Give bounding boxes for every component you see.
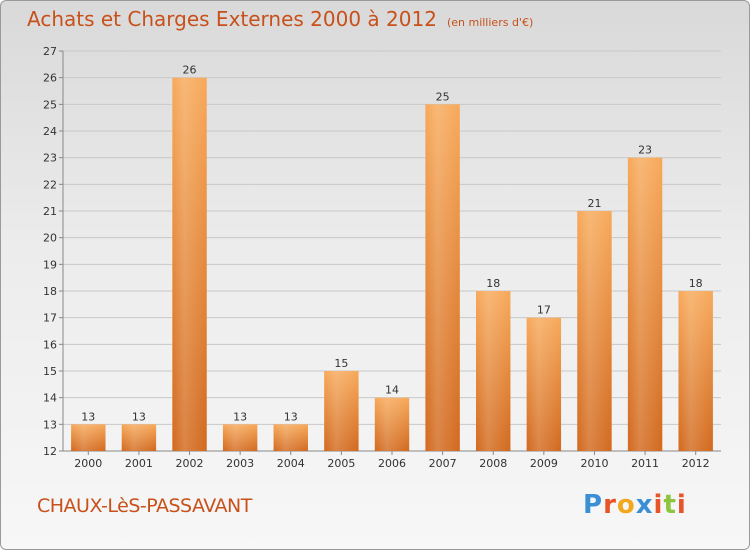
data-label: 25 — [436, 90, 450, 103]
y-tick-label: 16 — [43, 338, 57, 351]
x-tick-label: 2007 — [429, 457, 457, 470]
y-tick-label: 21 — [43, 205, 57, 218]
data-label: 13 — [233, 410, 247, 423]
chart-subtitle: (en milliers d'€) — [446, 16, 534, 29]
bar-highlight — [678, 291, 713, 451]
data-label: 18 — [689, 277, 703, 290]
proxiti-logo[interactable]: Proxiti — [583, 490, 687, 520]
y-tick-label: 13 — [43, 418, 57, 431]
bar-highlight — [121, 424, 157, 451]
logo-letter: x — [635, 490, 654, 520]
y-tick-label: 20 — [43, 232, 57, 245]
x-tick-label: 2012 — [682, 457, 710, 470]
x-tick-label: 2008 — [479, 457, 507, 470]
data-label: 13 — [81, 410, 95, 423]
commune-name: CHAUX-LèS-PASSAVANT — [37, 495, 252, 517]
bar-highlight — [374, 397, 410, 451]
data-label: 21 — [587, 197, 601, 210]
y-tick-label: 24 — [43, 125, 57, 138]
x-tick-label: 2004 — [277, 457, 305, 470]
plot-area: 12 13 14 15 16 17 18 19 20 21 22 23 24 25 26 27 13 2000 13… — [43, 45, 721, 470]
bar-highlight — [324, 371, 359, 451]
bar-highlight — [425, 104, 460, 451]
y-tick-label: 18 — [43, 285, 57, 298]
x-tick-label: 2003 — [226, 457, 254, 470]
logo-letter: i — [653, 490, 664, 520]
x-tick-label: 2002 — [176, 457, 204, 470]
bar-highlight — [172, 77, 207, 452]
data-label: 14 — [385, 384, 399, 397]
x-tick-label: 2001 — [125, 457, 153, 470]
bar-highlight — [222, 424, 258, 451]
chart-title-block: Achats et Charges Externes 2000 à 2012 (e… — [27, 7, 533, 31]
chart-title: Achats et Charges Externes 2000 à 2012 — [27, 7, 437, 31]
x-tick-label: 2010 — [580, 457, 608, 470]
bar-highlight — [577, 211, 612, 451]
y-tick-label: 14 — [43, 392, 57, 405]
y-tick-label: 17 — [43, 312, 57, 325]
logo-letter: t — [663, 490, 677, 520]
data-label: 26 — [183, 64, 197, 77]
bar-highlight — [273, 424, 308, 451]
logo-letter: P — [583, 490, 604, 520]
data-label: 15 — [334, 357, 348, 370]
bar-highlight — [476, 291, 511, 451]
x-tick-label: 2011 — [631, 457, 659, 470]
x-tick-label: 2000 — [74, 457, 102, 470]
logo-letter: o — [616, 490, 636, 520]
bar-highlight — [71, 424, 106, 451]
data-label: 13 — [132, 410, 146, 423]
logo-letter: i — [676, 490, 687, 520]
y-tick-label: 26 — [43, 72, 57, 85]
y-tick-label: 23 — [43, 152, 57, 165]
bar-highlight — [627, 157, 663, 451]
data-label: 18 — [486, 277, 500, 290]
data-label: 13 — [284, 410, 298, 423]
y-tick-label: 25 — [43, 98, 57, 111]
x-tick-label: 2006 — [378, 457, 406, 470]
data-label: 23 — [638, 144, 652, 157]
data-label: 17 — [537, 304, 551, 317]
logo-letter: r — [603, 490, 617, 520]
y-tick-label: 22 — [43, 178, 57, 191]
y-tick-label: 15 — [43, 365, 57, 378]
bar-highlight — [526, 317, 562, 451]
y-tick-label: 27 — [43, 45, 57, 58]
y-tick-label: 19 — [43, 258, 57, 271]
x-tick-label: 2009 — [530, 457, 558, 470]
x-tick-label: 2005 — [327, 457, 355, 470]
y-tick-label: 12 — [43, 445, 57, 458]
